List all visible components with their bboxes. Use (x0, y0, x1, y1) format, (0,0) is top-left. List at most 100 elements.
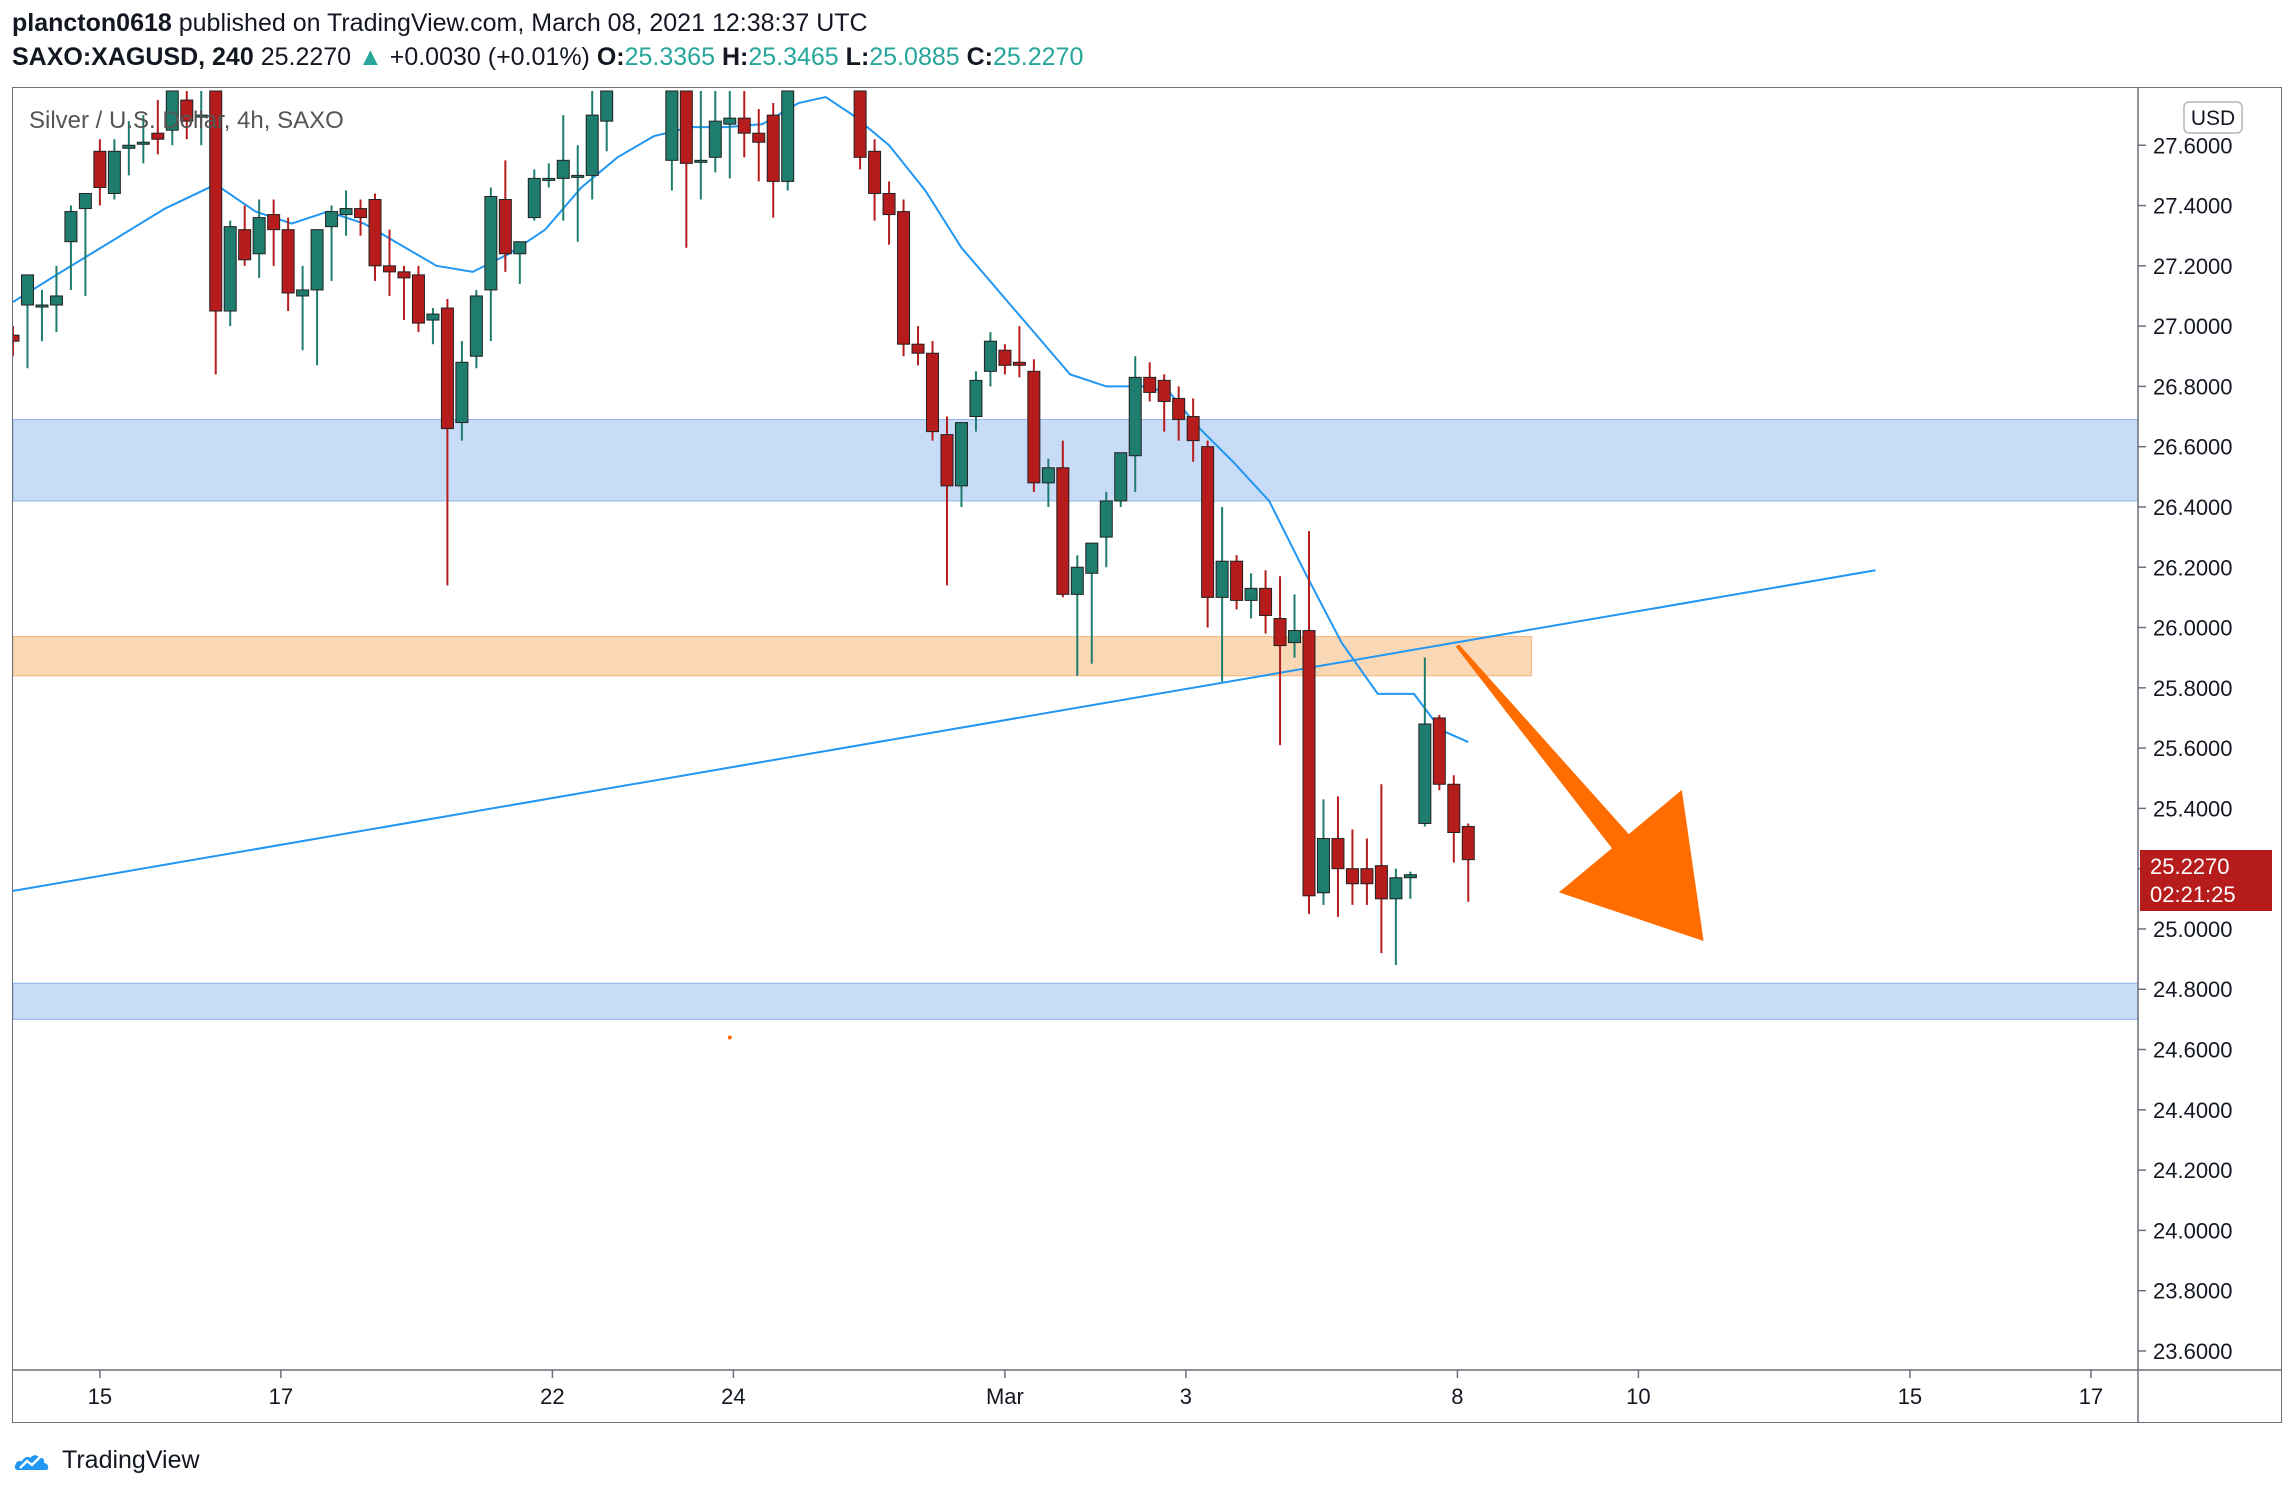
candle (600, 90, 614, 152)
candle (498, 160, 512, 272)
candle-body (556, 159, 570, 179)
candle (882, 181, 896, 245)
y-tick-label: 27.4000 (2153, 194, 2233, 219)
candle (484, 187, 498, 342)
candle-body (49, 295, 63, 306)
candle (853, 90, 867, 170)
price-change: +0.0030 (+0.01%) (389, 43, 590, 71)
x-tick-label: 10 (1626, 1384, 1650, 1409)
candle-body (542, 177, 556, 181)
candle-body (1374, 865, 1388, 900)
candle (107, 139, 121, 200)
author-name[interactable]: plancton0618 (12, 9, 172, 37)
candle (325, 205, 339, 281)
candle (1201, 440, 1215, 628)
tradingview-logo-icon (14, 1454, 49, 1470)
candle-body (679, 90, 693, 164)
candle (296, 265, 310, 351)
candle (1012, 326, 1026, 378)
y-tick-label: 26.8000 (2153, 374, 2233, 399)
candle (1157, 374, 1171, 432)
candle (708, 91, 722, 173)
x-tick-label: 3 (1180, 1384, 1192, 1409)
candle-body (194, 114, 208, 118)
candle-body (1389, 877, 1403, 900)
candle (13, 326, 20, 357)
candle-body (1027, 370, 1041, 484)
candle-body (1302, 630, 1316, 897)
candle (151, 100, 165, 155)
y-tick-label: 24.0000 (2153, 1218, 2233, 1243)
support-zone (13, 982, 2138, 1020)
candle (998, 344, 1012, 375)
candle-body (1432, 717, 1446, 785)
y-tick-label: 26.2000 (2153, 555, 2233, 580)
published-text: published on TradingView.com, March 08, … (178, 9, 868, 37)
bar-countdown: 02:21:25 (2150, 882, 2236, 907)
y-tick-label: 27.0000 (2153, 314, 2233, 339)
candle (1128, 356, 1142, 492)
candle-body (1273, 617, 1287, 647)
candle-body (281, 229, 295, 294)
currency-label: USD (2191, 107, 2235, 130)
candle (209, 90, 223, 375)
y-tick-label: 27.2000 (2153, 254, 2233, 279)
candle-body (397, 271, 411, 279)
candle (1186, 398, 1200, 462)
candle (1316, 799, 1330, 905)
candle (165, 90, 179, 146)
y-tick-label: 25.4000 (2153, 796, 2233, 821)
candle-body (969, 379, 983, 418)
candle-body (1114, 452, 1128, 502)
candle-body (165, 90, 179, 131)
open-label: O: (596, 43, 625, 71)
candle (1027, 359, 1041, 492)
tradingview-branding[interactable]: TradingView (14, 1446, 200, 1475)
candle (440, 298, 454, 586)
candle-body (78, 192, 92, 210)
candle (723, 91, 737, 179)
last-price: 25.2270 (260, 43, 352, 71)
x-tick-label: 17 (2079, 1384, 2103, 1409)
candle-body (354, 208, 368, 219)
candle-body (368, 199, 382, 267)
candle (1302, 531, 1316, 914)
trendline (13, 569, 1876, 892)
candle (542, 163, 556, 188)
candle (679, 90, 693, 248)
candle (1418, 657, 1432, 827)
marker-dot (727, 1035, 732, 1040)
symbol-label: SAXO:XAGUSD, 240 (12, 43, 254, 71)
candle (1374, 784, 1388, 954)
close-label: C: (966, 43, 993, 71)
candle-body (64, 211, 78, 243)
candle (223, 220, 237, 327)
candle (426, 308, 440, 345)
high-label: H: (721, 43, 749, 71)
candle-body (382, 265, 396, 273)
candle (354, 199, 368, 236)
candle-body (35, 304, 49, 308)
resistance-zone (13, 419, 2138, 502)
candle (1259, 570, 1273, 634)
candle-body (151, 132, 165, 140)
candle-body (484, 195, 498, 291)
candle-body (469, 295, 483, 357)
candle-body (665, 90, 679, 161)
y-tick-label: 23.6000 (2153, 1339, 2233, 1364)
candle (78, 192, 92, 296)
chart-frame (12, 87, 2282, 1423)
x-tick-label: 24 (721, 1384, 745, 1409)
candle (571, 145, 585, 242)
candle (1244, 573, 1258, 619)
x-tick-label: 15 (88, 1384, 112, 1409)
chart-header: plancton0618 published on TradingView.co… (12, 6, 2282, 74)
candle (694, 91, 708, 200)
candle-body (1288, 630, 1302, 644)
candle (1056, 440, 1070, 598)
y-tick-label: 25.8000 (2153, 676, 2233, 701)
x-tick-label: 17 (269, 1384, 293, 1409)
candle-body (426, 313, 440, 321)
candle-body (1172, 397, 1186, 421)
